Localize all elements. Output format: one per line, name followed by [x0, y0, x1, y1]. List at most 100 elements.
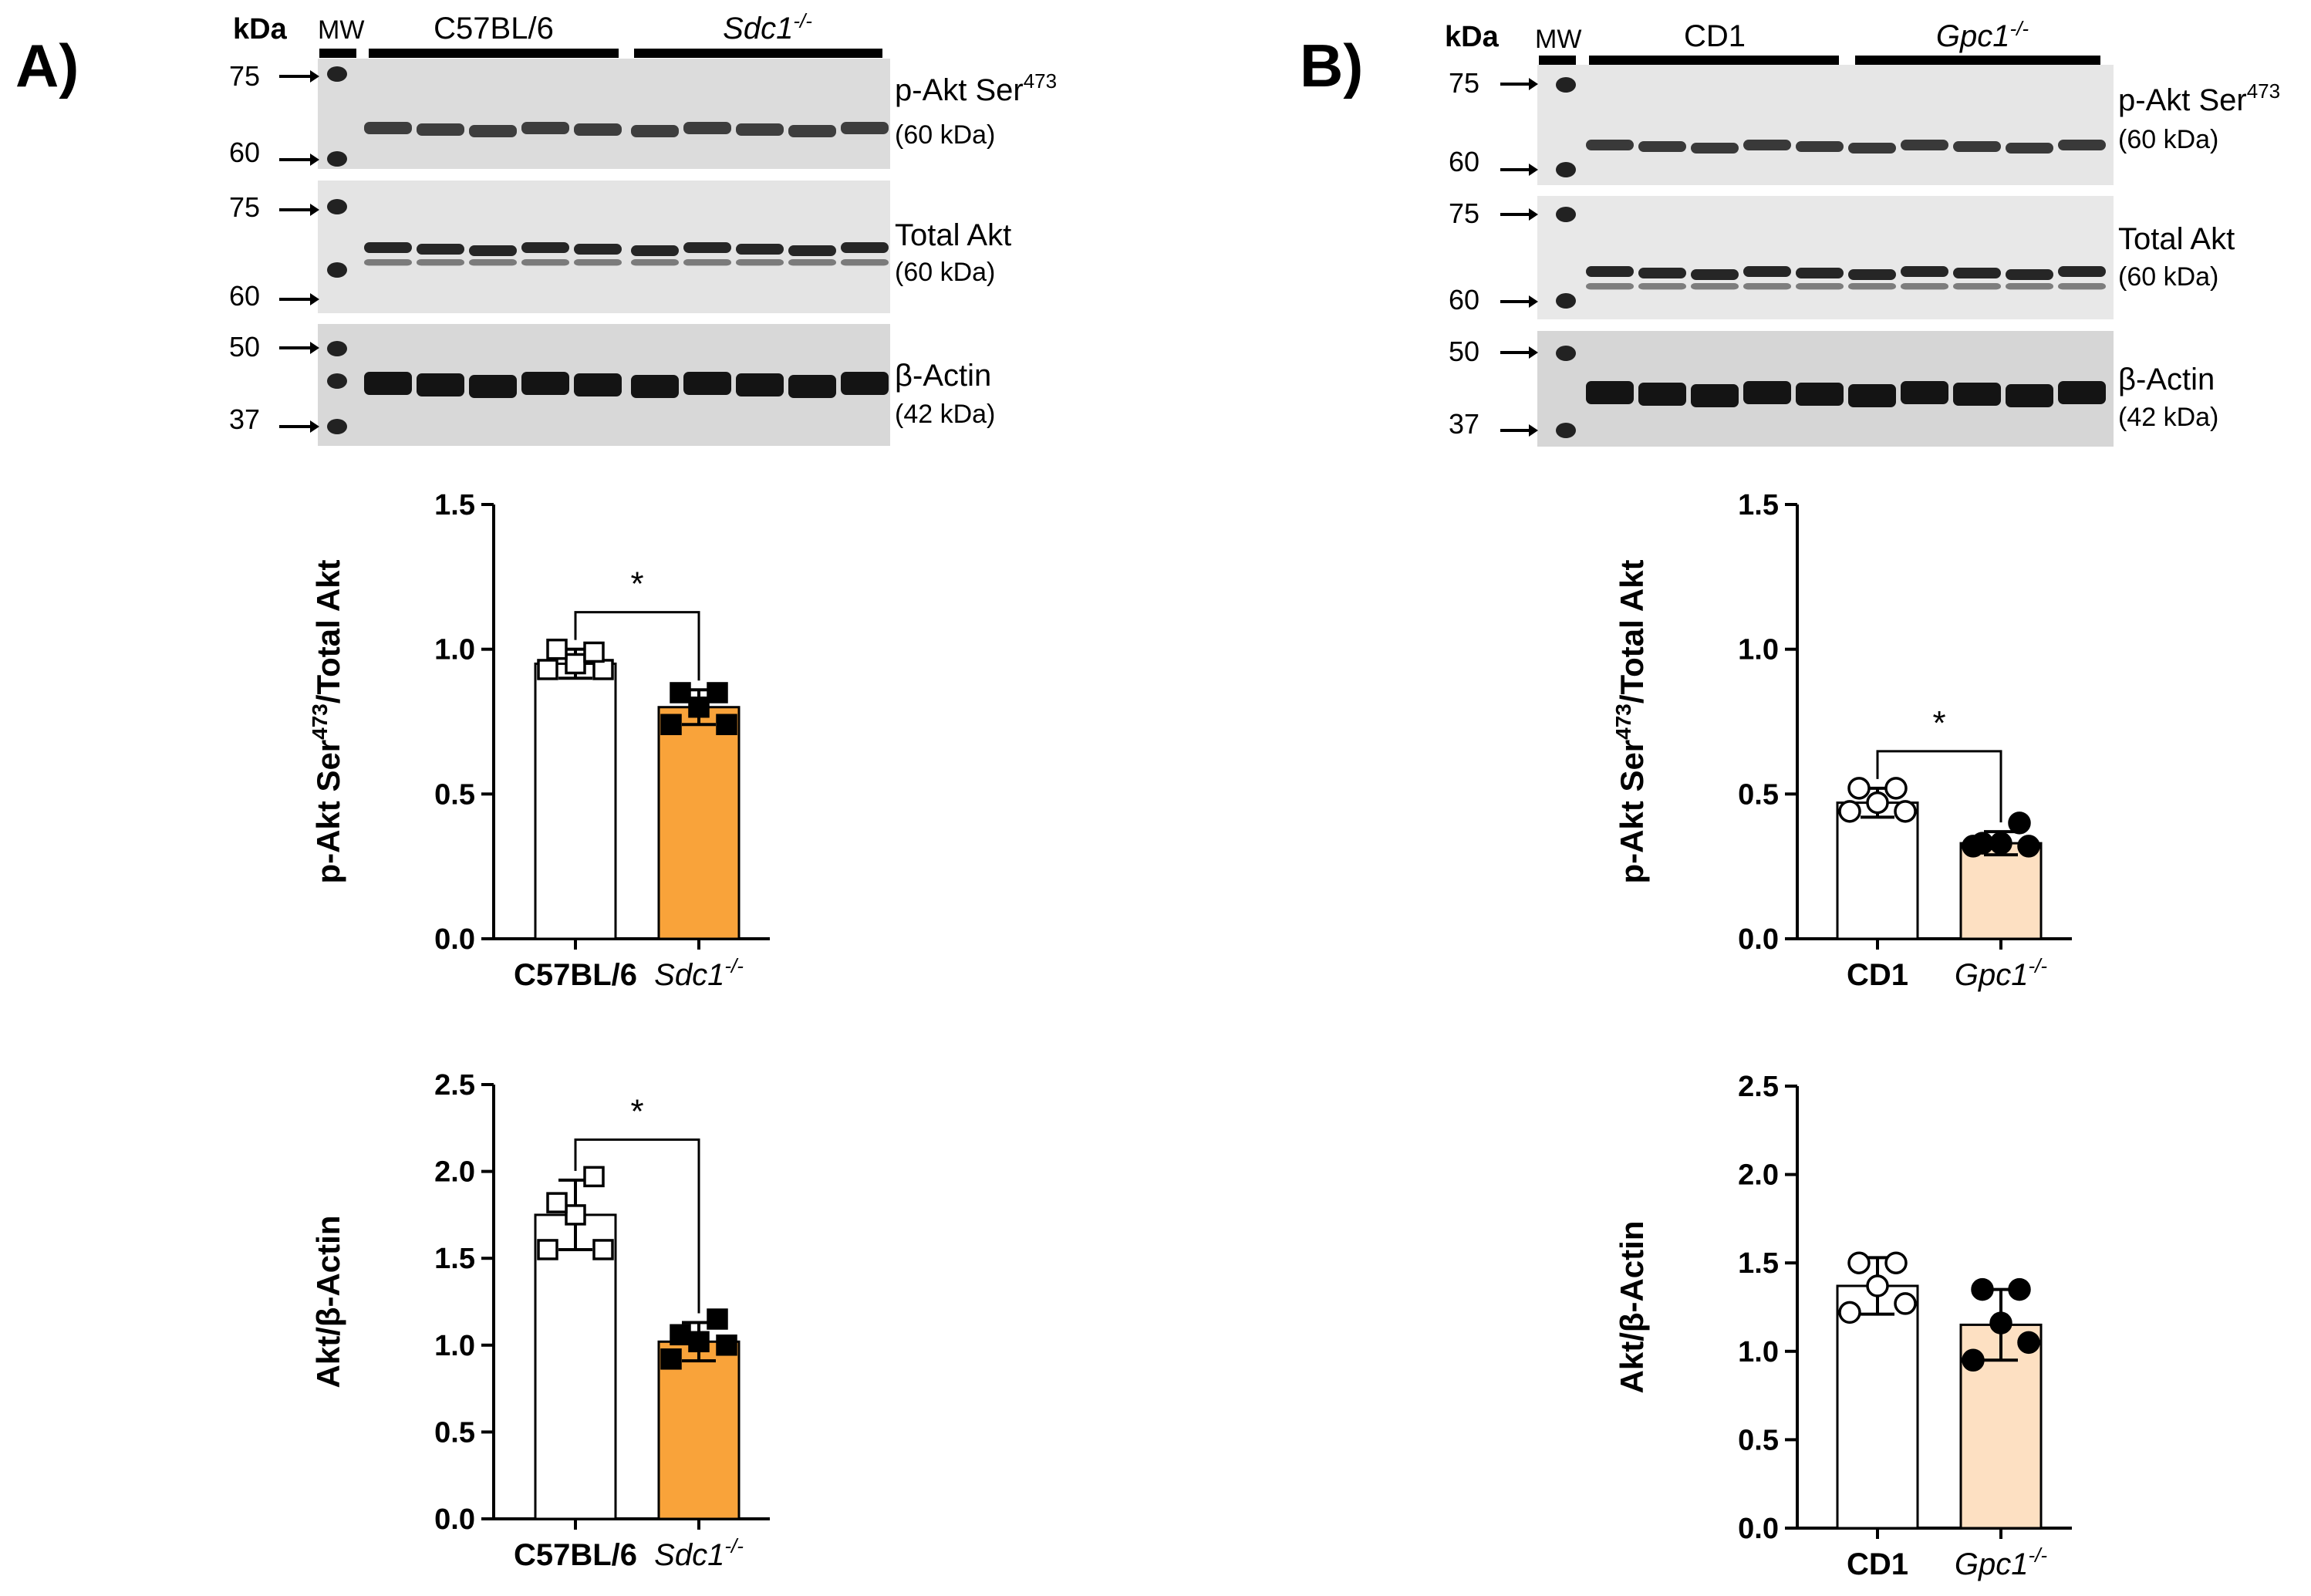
data-point — [660, 714, 682, 736]
x-tick-label: C57BL/6 — [514, 958, 637, 992]
ladder-band — [1556, 293, 1576, 309]
svg-text:60: 60 — [1449, 146, 1479, 177]
y-axis-label-main: Akt/β-Actin — [1614, 1221, 1650, 1394]
data-point — [546, 638, 568, 660]
blot-band — [1953, 283, 2001, 290]
blot-band — [469, 245, 517, 256]
y-axis-label-sup: 473 — [308, 704, 332, 740]
bar-knockout — [1959, 842, 2043, 940]
data-point — [2017, 1331, 2040, 1355]
marker-37-row3: 37 — [1449, 408, 1538, 440]
data-point — [1847, 777, 1871, 800]
blot-band — [788, 245, 836, 256]
svg-text:(42 kDa): (42 kDa) — [2118, 403, 2218, 432]
data-point — [1866, 791, 1889, 815]
blot-band — [364, 242, 412, 253]
svg-text:60: 60 — [1449, 284, 1479, 315]
blot-band — [364, 122, 412, 134]
blot-band — [841, 259, 889, 266]
data-point — [1847, 1251, 1871, 1274]
significance-star: * — [630, 1092, 643, 1130]
data-point — [1894, 1292, 1917, 1315]
data-point — [707, 682, 728, 704]
blot-band — [1901, 266, 1948, 277]
y-tick-label: 0.5 — [434, 1416, 475, 1449]
category-name: Gpc1 — [1955, 1547, 2029, 1581]
y-axis-label: p-Akt Ser473/Total Akt — [308, 559, 346, 883]
y-axis-label-suffix: /Total Akt — [310, 559, 346, 704]
group2-label: Gpc1-/- — [1936, 17, 2029, 53]
blot-band — [631, 375, 679, 398]
group1-bar — [369, 49, 619, 58]
ladder-band — [1556, 207, 1576, 222]
blot-band — [1848, 283, 1896, 290]
x-tick-label: Sdc1-/- — [654, 954, 744, 992]
blot-band — [1638, 141, 1686, 152]
data-point — [546, 1192, 568, 1213]
blot-band — [1743, 381, 1791, 404]
ladder-band — [1556, 162, 1576, 177]
significance-star: * — [630, 565, 643, 603]
marker-60-row1: 60 — [229, 137, 319, 168]
blot-bands — [1556, 77, 2106, 438]
data-point — [1989, 832, 2012, 855]
y-axis-label: Akt/β-Actin — [1614, 1221, 1650, 1394]
group1-bar — [1589, 56, 1839, 65]
blot-band — [469, 375, 517, 398]
significance-bracket — [574, 1138, 700, 1314]
marker-75-row2: 75 — [229, 191, 319, 223]
marker-75-row2: 75 — [1449, 197, 1538, 229]
blot-band — [1638, 383, 1686, 406]
svg-text:β-Actin: β-Actin — [2118, 363, 2215, 396]
data-point — [688, 696, 710, 718]
svg-text:p-Akt Ser473: p-Akt Ser473 — [895, 69, 1057, 107]
svg-text:Total Akt: Total Akt — [895, 218, 1011, 252]
blot-band — [417, 123, 464, 136]
svg-text:(42 kDa): (42 kDa) — [895, 400, 995, 429]
blot-band — [841, 242, 889, 253]
blot-band — [841, 122, 889, 134]
bar-knockout — [657, 706, 741, 940]
category-name: CD1 — [1847, 958, 1908, 992]
blot-band — [788, 125, 836, 137]
svg-text:60: 60 — [229, 137, 260, 168]
bar-control — [1836, 801, 1919, 940]
blot-band — [2058, 283, 2106, 290]
y-tick-label: 1.0 — [1738, 1336, 1779, 1368]
marker-60-row2: 60 — [229, 280, 319, 312]
svg-text:(60 kDa): (60 kDa) — [895, 258, 995, 287]
blot-image-pakt — [318, 59, 890, 169]
data-point — [1894, 800, 1917, 823]
y-tick-label: 0.0 — [1738, 1513, 1779, 1545]
bar-control — [534, 1213, 617, 1520]
row-label-actin: β-Actin (42 kDa) — [895, 359, 995, 429]
marker-50-row3: 50 — [229, 331, 319, 363]
blot-band — [1796, 268, 1844, 278]
chart-a-akt-actin: 0.0 0.5 1.0 1.5 2.0 2.5 Akt/β-Actin C57BL/6 Sdc1… — [310, 1069, 770, 1572]
significance-star: * — [1932, 704, 1945, 742]
data-point — [716, 714, 737, 736]
data-point — [1838, 800, 1861, 823]
category-sup: -/- — [724, 954, 744, 977]
y-axis-label-main: p-Akt Ser — [1614, 740, 1650, 884]
y-tick-label: 0.0 — [434, 923, 475, 956]
y-tick-label: 1.5 — [434, 1243, 475, 1275]
row-label-total-akt: Total Akt (60 kDa) — [895, 218, 1011, 287]
chart-b-akt-actin: 0.0 0.5 1.0 1.5 2.0 2.5 Akt/β-Actin CD1 Gpc1-/- — [1614, 1071, 2072, 1581]
ladder-band — [327, 199, 347, 214]
svg-text:(60 kDa): (60 kDa) — [895, 120, 995, 150]
row-label-actin: β-Actin (42 kDa) — [2118, 363, 2218, 432]
panel-a: A) kDa MW C57BL/6 Sdc1-/- 75 60 — [15, 9, 1057, 446]
significance-bracket — [1876, 750, 2002, 823]
svg-text:37: 37 — [1449, 408, 1479, 440]
category-name: C57BL/6 — [514, 958, 637, 992]
blot-band — [2006, 283, 2053, 290]
blot-band — [683, 242, 731, 253]
kda-label: kDa — [1445, 21, 1500, 53]
data-point — [537, 1239, 558, 1260]
blot-band — [2058, 266, 2106, 277]
y-tick-label: 1.0 — [434, 1330, 475, 1362]
category-name: C57BL/6 — [514, 1538, 637, 1572]
category-name: Gpc1 — [1955, 958, 2029, 992]
y-tick-label: 1.0 — [1738, 634, 1779, 666]
